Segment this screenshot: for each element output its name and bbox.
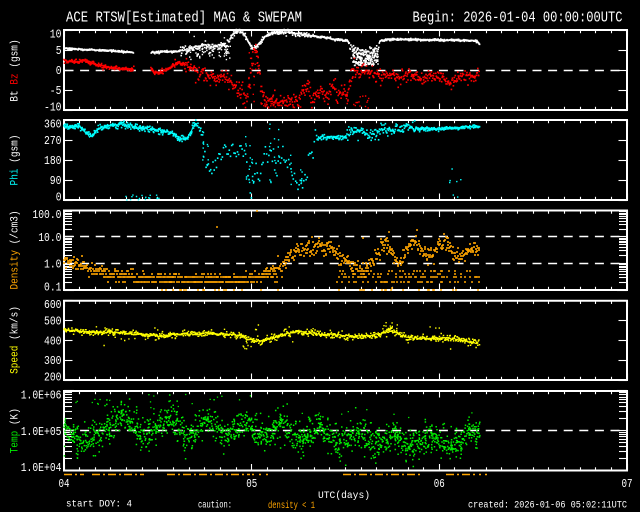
svg-text:180: 180 xyxy=(44,155,62,168)
svg-text:Phi (gsm): Phi (gsm) xyxy=(10,135,22,186)
svg-text:10: 10 xyxy=(50,29,62,42)
svg-text:created: 2026-01-06 05:02:11UT: created: 2026-01-06 05:02:11UTC xyxy=(468,500,627,512)
svg-text:caution:: caution: xyxy=(198,500,232,512)
svg-text:04: 04 xyxy=(59,477,70,491)
svg-text:1.0: 1.0 xyxy=(44,259,62,272)
svg-text:360: 360 xyxy=(44,119,62,132)
svg-text:0.1: 0.1 xyxy=(44,282,62,295)
svg-text:400: 400 xyxy=(44,335,62,348)
svg-text:06: 06 xyxy=(434,477,445,491)
svg-text:07: 07 xyxy=(622,477,633,491)
svg-text:-10: -10 xyxy=(44,102,62,115)
svg-text:500: 500 xyxy=(44,316,62,329)
svg-text:ACE RTSW[Estimated] MAG & SWEP: ACE RTSW[Estimated] MAG & SWEPAM xyxy=(66,10,302,27)
svg-text:10.0: 10.0 xyxy=(38,232,61,245)
svg-text:05: 05 xyxy=(246,477,257,491)
svg-text:0: 0 xyxy=(56,65,62,78)
svg-text:density < 1: density < 1 xyxy=(268,500,315,512)
svg-text:600: 600 xyxy=(44,299,62,312)
svg-text:start DOY: 4: start DOY: 4 xyxy=(66,499,132,511)
svg-text:1.0E+06: 1.0E+06 xyxy=(21,390,62,403)
svg-text:Density (/cm3): Density (/cm3) xyxy=(10,210,22,289)
svg-text:100.0: 100.0 xyxy=(32,209,61,222)
svg-text:200: 200 xyxy=(44,372,62,385)
svg-text:270: 270 xyxy=(44,135,62,148)
svg-text:1.0E+05: 1.0E+05 xyxy=(21,426,62,439)
svg-text:90: 90 xyxy=(50,175,62,188)
svg-text:5: 5 xyxy=(56,45,62,58)
svg-text:-5: -5 xyxy=(50,85,62,98)
svg-text:Bt Bz (gsm): Bt Bz (gsm) xyxy=(10,39,22,101)
svg-text:Temp (K): Temp (K) xyxy=(10,408,22,453)
svg-text:300: 300 xyxy=(44,355,62,368)
svg-text:Begin: 2026-01-04 00:00:00UTC: Begin: 2026-01-04 00:00:00UTC xyxy=(413,10,623,27)
svg-text:1.0E+04: 1.0E+04 xyxy=(21,462,62,475)
svg-text:UTC(days): UTC(days) xyxy=(318,490,370,502)
svg-text:Speed (km/s): Speed (km/s) xyxy=(10,306,22,374)
svg-text:0: 0 xyxy=(56,192,62,205)
